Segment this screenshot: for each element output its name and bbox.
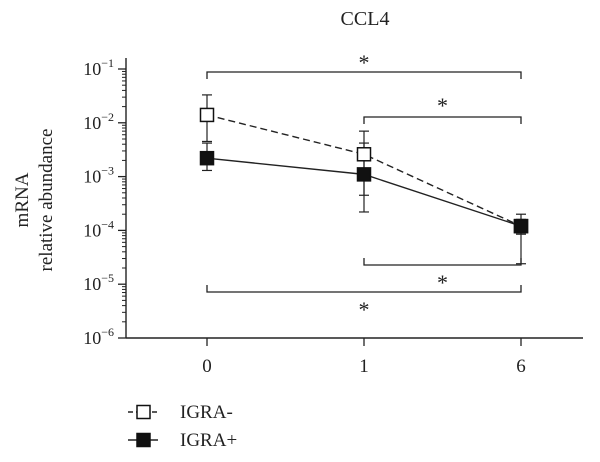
marker-igra-pos bbox=[356, 167, 372, 182]
legend-label-igra-neg: IGRA- bbox=[180, 402, 233, 423]
marker-igra-neg bbox=[199, 107, 215, 123]
x-tick-label: 6 bbox=[516, 356, 526, 377]
y-tick-label: 10−3 bbox=[83, 164, 114, 187]
legend-marker-igra-neg bbox=[136, 404, 151, 420]
y-axis-label-line1: mRNA bbox=[12, 172, 33, 227]
marker-igra-pos bbox=[199, 150, 215, 166]
legend-marker-igra-pos bbox=[136, 432, 151, 448]
significance-star: * bbox=[359, 297, 370, 322]
marker-igra-pos bbox=[513, 218, 529, 234]
marker-igra-neg bbox=[356, 147, 372, 162]
significance-star: * bbox=[437, 270, 448, 295]
chart-title: CCL4 bbox=[341, 8, 390, 30]
y-tick-label: 10−1 bbox=[83, 56, 114, 79]
y-axis-label-line2: relative abundance bbox=[36, 129, 57, 272]
significance-bracket bbox=[206, 71, 522, 79]
significance-bracket bbox=[206, 285, 522, 293]
significance-bracket bbox=[363, 116, 522, 124]
significance-star: * bbox=[359, 50, 370, 75]
legend-label-igra-pos: IGRA+ bbox=[180, 430, 237, 451]
y-tick-label: 10−5 bbox=[83, 271, 114, 294]
x-tick-label: 1 bbox=[359, 356, 369, 377]
y-tick-label: 10−4 bbox=[83, 217, 114, 240]
x-tick-label: 0 bbox=[202, 356, 212, 377]
series-line-igra-neg bbox=[206, 114, 522, 227]
y-tick-label: 10−6 bbox=[83, 325, 114, 348]
y-tick-label: 10−2 bbox=[83, 110, 114, 133]
significance-bracket bbox=[363, 258, 522, 266]
significance-star: * bbox=[437, 93, 448, 118]
